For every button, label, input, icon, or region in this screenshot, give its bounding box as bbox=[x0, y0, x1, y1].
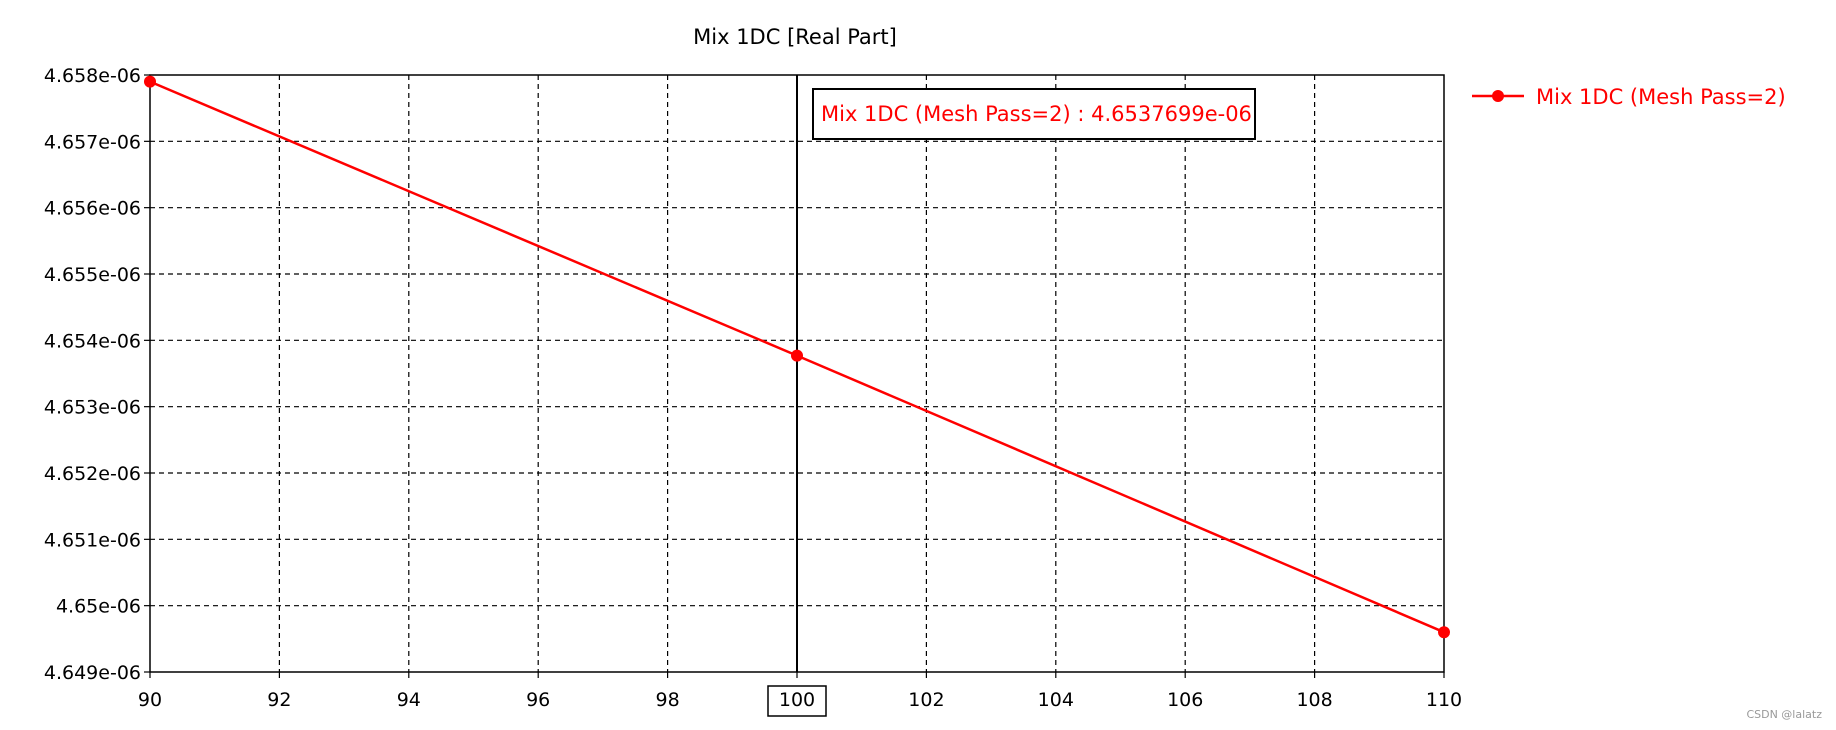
y-tick-label: 4.653e-06 bbox=[44, 397, 141, 419]
y-tick-label: 4.654e-06 bbox=[44, 330, 141, 352]
x-tick-label: 92 bbox=[267, 689, 291, 711]
x-tick-label: 104 bbox=[1038, 689, 1074, 711]
x-tick-label: 90 bbox=[138, 689, 162, 711]
marker-readout[interactable]: Mix 1DC (Mesh Pass=2) : 4.6537699e-06 bbox=[812, 88, 1256, 140]
y-tick-label: 4.655e-06 bbox=[44, 264, 141, 286]
data-point[interactable] bbox=[144, 75, 156, 88]
y-tick-label: 4.656e-06 bbox=[44, 198, 141, 220]
x-axis: 90 92 94 96 98 100 102 104 106 108 110 bbox=[138, 672, 1462, 711]
y-tick-label: 4.649e-06 bbox=[44, 662, 141, 684]
data-point[interactable] bbox=[1438, 626, 1450, 639]
y-tick-label: 4.65e-06 bbox=[56, 596, 141, 618]
x-tick-label: 108 bbox=[1296, 689, 1332, 711]
marker-readout-box bbox=[812, 88, 1256, 140]
x-tick-label: 94 bbox=[397, 689, 421, 711]
y-tick-label: 4.652e-06 bbox=[44, 463, 141, 485]
legend-swatch-marker bbox=[1492, 90, 1504, 102]
x-tick-label: 96 bbox=[526, 689, 550, 711]
cursor-x-label-box bbox=[767, 685, 827, 717]
x-tick-label: 106 bbox=[1167, 689, 1203, 711]
y-tick-label: 4.657e-06 bbox=[44, 131, 141, 153]
data-point[interactable] bbox=[791, 349, 803, 362]
x-tick-label: 110 bbox=[1426, 689, 1462, 711]
chart-title: Mix 1DC [Real Part] bbox=[693, 25, 897, 49]
y-tick-label: 4.658e-06 bbox=[44, 65, 141, 87]
marker-readout-text: Mix 1DC (Mesh Pass=2) : 4.6537699e-06 bbox=[821, 102, 1252, 126]
x-tick-label: 100 bbox=[779, 689, 815, 711]
y-tick-label: 4.651e-06 bbox=[44, 529, 141, 551]
y-axis: 4.649e-06 4.65e-06 4.651e-06 4.652e-06 4.653… bbox=[44, 65, 150, 684]
watermark: CSDN @lalatz bbox=[1746, 708, 1822, 721]
x-tick-label: 102 bbox=[908, 689, 944, 711]
series-layer bbox=[144, 75, 1450, 639]
legend-label: Mix 1DC (Mesh Pass=2) bbox=[1536, 85, 1786, 109]
legend: Mix 1DC (Mesh Pass=2) bbox=[1472, 85, 1786, 109]
x-tick-label: 98 bbox=[656, 689, 680, 711]
